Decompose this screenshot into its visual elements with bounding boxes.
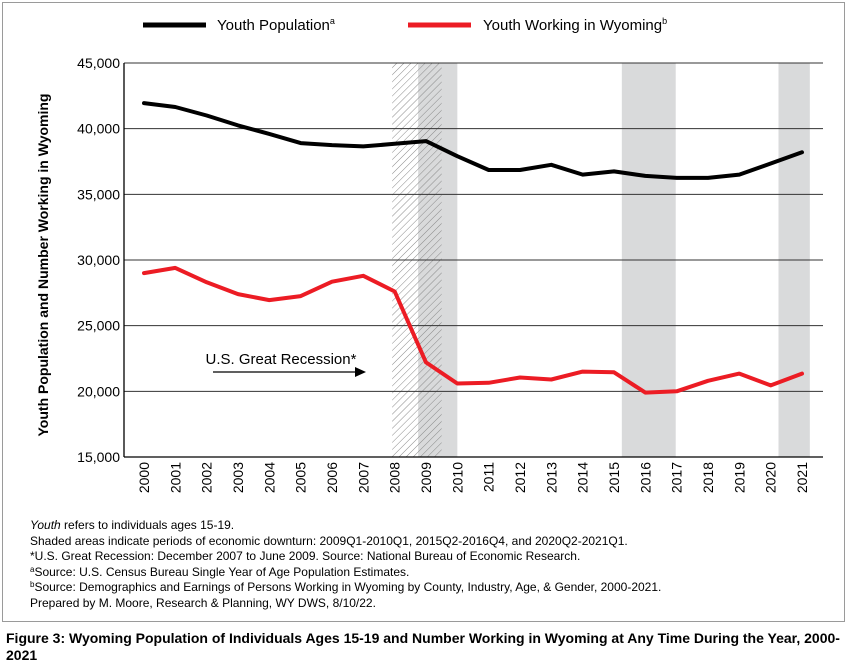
x-tick-label: 2004 xyxy=(261,462,277,493)
x-tick-label: 2003 xyxy=(230,462,246,493)
y-tick-label: 40,000 xyxy=(77,121,120,137)
x-tick-label: 2008 xyxy=(387,462,403,493)
x-tick-label: 2009 xyxy=(418,462,434,493)
x-tick-label: 2015 xyxy=(606,462,622,493)
x-tick-label: 2020 xyxy=(763,462,779,493)
x-tick-label: 2010 xyxy=(449,462,465,493)
note-source-b: bSource: Demographics and Earnings of Pe… xyxy=(30,580,662,595)
line-chart: 15,000 20,000 25,000 30,000 35,000 40,000 45,0… xyxy=(35,16,823,493)
x-tick-label: 2005 xyxy=(293,462,309,493)
note-source-a: aSource: U.S. Census Bureau Single Year … xyxy=(30,564,410,579)
x-tick-label: 2014 xyxy=(575,462,591,493)
x-tick-label: 2011 xyxy=(481,462,497,492)
series-line-youth-working xyxy=(142,265,804,395)
y-tick-labels: 15,000 20,000 25,000 30,000 35,000 40,000 45,0… xyxy=(77,55,120,465)
note-great-recession: *U.S. Great Recession: December 2007 to … xyxy=(30,549,581,564)
figure-frame xyxy=(2,2,845,622)
y-tick-label: 15,000 xyxy=(77,449,120,465)
legend-label: Youth Populationa xyxy=(217,16,335,34)
legend: Youth Populationa Youth Working in Wyomin… xyxy=(143,16,667,34)
x-tick-label: 2000 xyxy=(136,462,152,493)
note-prepared-by: Prepared by M. Moore, Research & Plannin… xyxy=(30,595,376,610)
x-tick-label: 2001 xyxy=(167,462,183,493)
legend-label: Youth Working in Wyomingb xyxy=(483,16,667,34)
x-tick-label: 2007 xyxy=(355,462,371,493)
x-tick-label: 2016 xyxy=(637,462,653,493)
x-tick-label: 2018 xyxy=(700,462,716,493)
figure-caption: Figure 3: Wyoming Population of Individu… xyxy=(6,630,840,663)
x-tick-labels: 2000 2001 2002 2003 2004 2005 2006 2007 2008 2009… xyxy=(136,462,810,493)
y-tick-label: 35,000 xyxy=(77,186,120,202)
note-youth-italic: Youth xyxy=(30,518,61,532)
y-axis-label: Youth Population and Number Working in W… xyxy=(35,94,51,437)
recession-annotation: U.S. Great Recession* xyxy=(206,351,366,377)
recession-arrow-head xyxy=(355,367,366,377)
x-tick-label: 2012 xyxy=(512,462,528,493)
x-tick-label: 2017 xyxy=(669,462,685,493)
x-tick-label: 2013 xyxy=(543,462,559,493)
y-tick-label: 45,000 xyxy=(77,55,120,71)
series-line-youth-population xyxy=(142,101,804,180)
recession-label: U.S. Great Recession* xyxy=(206,351,357,368)
series-lines xyxy=(142,101,804,395)
y-tick-label: 20,000 xyxy=(77,383,120,399)
x-tick-label: 2019 xyxy=(731,462,747,493)
footnotes: Youth refers to individuals ages 15-19. … xyxy=(30,518,661,612)
y-tick-label: 30,000 xyxy=(77,252,120,268)
note-shaded-areas: Shaded areas indicate periods of economi… xyxy=(30,533,628,548)
x-tick-label: 2021 xyxy=(794,462,810,493)
note-youth-definition: Youth refers to individuals ages 15-19. xyxy=(30,518,235,532)
axes xyxy=(123,63,823,458)
gridlines xyxy=(124,62,823,392)
x-tick-label: 2006 xyxy=(324,462,340,493)
y-tick-label: 25,000 xyxy=(77,318,120,334)
x-tick-label: 2002 xyxy=(199,462,215,493)
